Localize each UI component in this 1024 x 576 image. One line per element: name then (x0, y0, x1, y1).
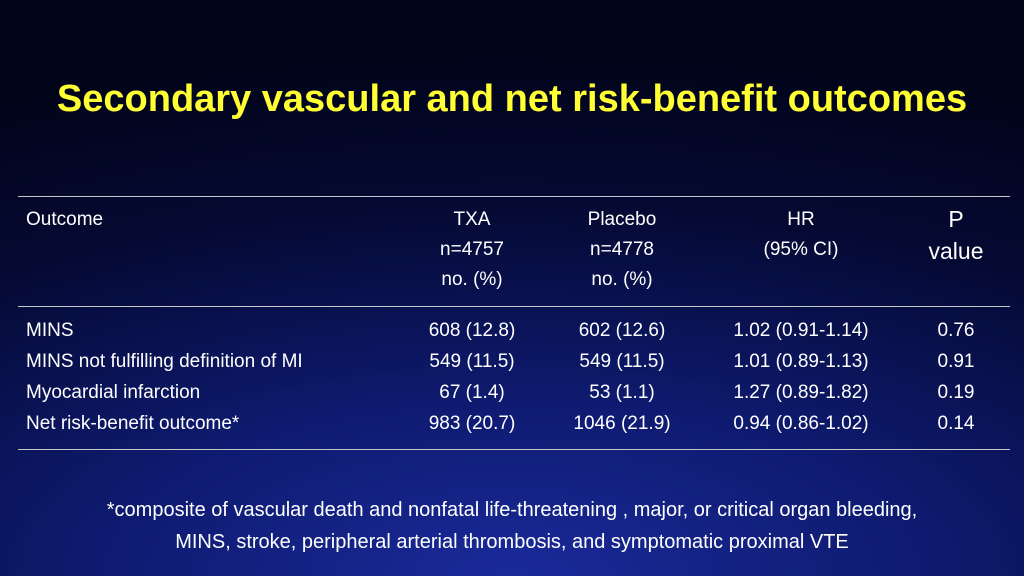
table-row: Myocardial infarction 67 (1.4) 53 (1.1) … (18, 377, 1010, 408)
footnote: *composite of vascular death and nonfata… (20, 494, 1004, 558)
table-header-rule (18, 306, 1010, 307)
header-txa: TXA n=4757 no. (%) (440, 209, 504, 290)
cell-placebo: 549 (11.5) (579, 351, 665, 372)
cell-p-value: 0.19 (937, 382, 975, 403)
table-bottom-rule (18, 449, 1010, 450)
cell-hr: 1.27 (0.89-1.82) (733, 382, 869, 403)
cell-outcome: MINS (26, 320, 74, 341)
header-placebo: Placebo n=4778 no. (%) (587, 209, 657, 290)
cell-placebo: 1046 (21.9) (573, 413, 671, 434)
footnote-line-2: MINS, stroke, peripheral arterial thromb… (175, 531, 849, 553)
table-row: MINS 608 (12.8) 602 (12.6) 1.02 (0.91-1.… (18, 315, 1010, 346)
cell-outcome: Myocardial infarction (26, 382, 201, 403)
cell-hr: 1.02 (0.91-1.14) (733, 320, 869, 341)
cell-p-value: 0.91 (937, 351, 975, 372)
footnote-line-1: *composite of vascular death and nonfata… (106, 499, 918, 521)
cell-placebo: 602 (12.6) (578, 320, 666, 341)
cell-txa: 983 (20.7) (428, 413, 516, 434)
outcomes-table: Outcome TXA n=4757 no. (%) Placebo n=477… (18, 196, 1010, 450)
table-body: MINS 608 (12.8) 602 (12.6) 1.02 (0.91-1.… (18, 307, 1010, 449)
header-hr: HR (95% CI) (763, 209, 839, 260)
table-top-rule (18, 196, 1010, 197)
header-p-value: P value (928, 206, 984, 264)
cell-txa: 608 (12.8) (428, 320, 516, 341)
slide-title: Secondary vascular and net risk-benefit … (56, 78, 968, 120)
cell-outcome: Net risk-benefit outcome* (26, 413, 240, 434)
cell-txa: 549 (11.5) (429, 351, 515, 372)
header-outcome: Outcome (26, 209, 104, 230)
table-header-row: Outcome TXA n=4757 no. (%) Placebo n=477… (18, 197, 1010, 306)
cell-p-value: 0.14 (937, 413, 975, 434)
cell-placebo: 53 (1.1) (589, 382, 655, 403)
cell-outcome: MINS not fulfilling definition of MI (26, 351, 303, 372)
cell-txa: 67 (1.4) (439, 382, 505, 403)
table-row: MINS not fulfilling definition of MI 549… (18, 346, 1010, 377)
cell-hr: 1.01 (0.89-1.13) (733, 351, 869, 372)
table-row: Net risk-benefit outcome* 983 (20.7) 104… (18, 408, 1010, 439)
cell-p-value: 0.76 (937, 320, 975, 341)
cell-hr: 0.94 (0.86-1.02) (733, 413, 869, 434)
